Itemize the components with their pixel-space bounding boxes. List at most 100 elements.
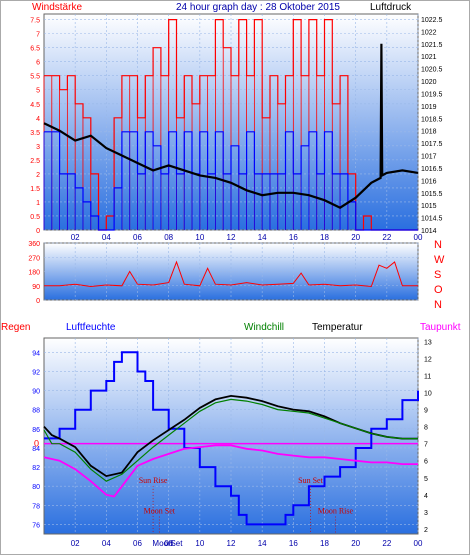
pressure-tick: 1017 — [421, 154, 437, 161]
humidity-tick: 92 — [32, 369, 40, 376]
humidity-tick: 88 — [32, 408, 40, 415]
astro-event-label: Moon Set — [144, 507, 176, 516]
wind-time-tick: 08 — [164, 233, 173, 242]
temperature-tick: 12 — [424, 356, 432, 363]
humidity-tick: 80 — [32, 484, 40, 491]
direction-degree-axis: 0 90 180 270 360 — [28, 241, 40, 305]
pressure-tick: 1018.5 — [421, 116, 443, 123]
wind-time-tick: 14 — [258, 233, 267, 242]
compass-tick: O — [434, 284, 443, 296]
humidity-tick: 78 — [32, 503, 40, 510]
temperature-tick: 11 — [424, 373, 431, 380]
climate-time-tick: 06 — [133, 539, 142, 548]
humidity-tick: 94 — [32, 350, 40, 357]
temperature-label: Temperatur — [312, 322, 363, 333]
compass-tick: N — [434, 299, 442, 311]
wind-speed-tick: 3.5 — [30, 130, 40, 137]
climate-time-tick: 04 — [102, 539, 111, 548]
dewpoint-label: Taupunkt — [420, 322, 461, 333]
temperature-tick: 2 — [424, 527, 428, 534]
climate-time-tick: 12 — [227, 539, 236, 548]
astro-annotations: Sun Rise Moon Set Sun Set Moon Rise — [139, 476, 354, 534]
wind-time-tick: 02 — [71, 233, 80, 242]
wind-speed-tick: 2 — [36, 172, 40, 179]
wind-speed-tick: 7.5 — [30, 18, 40, 25]
astro-event-label: Moon Rise — [318, 507, 354, 516]
pressure-tick: 1016.5 — [421, 166, 443, 173]
wind-time-tick: 20 — [351, 233, 360, 242]
temperature-tick: 13 — [424, 339, 432, 346]
wind-speed-tick: 3 — [36, 144, 40, 151]
wind-speed-tick: 4 — [36, 116, 40, 123]
climate-time-tick: 14 — [258, 539, 267, 548]
wind-speed-tick: 5.5 — [30, 74, 40, 81]
page-title: 24 hour graph day : 28 Oktober 2015 — [176, 2, 340, 13]
temperature-tick: 8 — [424, 425, 428, 432]
climate-time-tick: 02 — [71, 539, 80, 548]
climate-time-tick: 16 — [289, 539, 298, 548]
compass-tick: W — [434, 254, 445, 266]
pressure-tick: 1021 — [421, 54, 437, 61]
direction-degree-tick: 270 — [28, 255, 40, 262]
direction-degree-tick: 0 — [36, 298, 40, 305]
pressure-tick: 1020 — [421, 79, 437, 86]
humidity-label: Luftfeuchte — [66, 322, 116, 333]
dewpoint-line — [43, 444, 418, 498]
wind-mean-line — [44, 131, 418, 231]
wind-speed-tick: 2.5 — [30, 158, 40, 165]
climate-time-tick: 18 — [320, 539, 329, 548]
compass-tick: S — [434, 269, 441, 281]
temperature-tick: 10 — [424, 391, 432, 398]
wind-speed-tick: 6.5 — [30, 46, 40, 53]
wind-speed-tick: 1.5 — [30, 186, 40, 193]
direction-line — [44, 260, 418, 288]
direction-degree-tick: 180 — [28, 270, 40, 277]
climate-time-tick: 08 — [164, 539, 173, 548]
rain-zero-label: 0 — [34, 439, 39, 449]
temperature-tick: 9 — [424, 408, 428, 415]
humidity-axis: 76 78 80 82 84 86 88 90 92 94 — [32, 350, 40, 529]
pressure-tick: 1017.5 — [421, 141, 443, 148]
wind-mean-series — [43, 131, 418, 231]
wind-time-tick: 10 — [195, 233, 204, 242]
pressure-axis-label: Luftdruck — [370, 2, 412, 13]
wind-speed-tick: 1 — [36, 200, 40, 207]
pressure-axis: 1014 1014.5 1015 1015.5 1016 1016.5 1017 1017.5… — [421, 17, 443, 235]
rain-label: Regen — [1, 322, 30, 333]
pressure-tick: 1014 — [421, 228, 437, 235]
wind-time-tick: 22 — [382, 233, 391, 242]
pressure-tick: 1014.5 — [421, 216, 443, 223]
direction-degree-tick: 360 — [28, 241, 40, 248]
pressure-tick: 1021.5 — [421, 42, 443, 49]
pressure-tick: 1015.5 — [421, 191, 443, 198]
wind-speed-tick: 6 — [36, 60, 40, 67]
climate-series — [43, 351, 419, 526]
temperature-tick: 3 — [424, 510, 428, 517]
pressure-tick: 1019 — [421, 104, 437, 111]
astro-event-label: Sun Rise — [139, 476, 168, 485]
temperature-tick: 4 — [424, 493, 428, 500]
climate-time-tick: 00 — [414, 539, 423, 548]
humidity-tick: 86 — [32, 427, 40, 434]
pressure-tick: 1020.5 — [421, 67, 443, 74]
compass-tick: N — [434, 239, 442, 251]
pressure-tick: 1022 — [421, 29, 437, 36]
moon-set-bottom-label: Moon — [152, 539, 172, 548]
pressure-tick: 1018 — [421, 129, 437, 136]
temperature-axis: 2 3 4 5 6 7 8 9 10 11 12 13 — [424, 339, 432, 533]
wind-speed-tick: 0 — [36, 228, 40, 235]
wind-axis-label: Windstärke — [32, 2, 82, 13]
wind-speed-tick: 0.5 — [30, 214, 40, 221]
wind-time-tick: 00 — [414, 233, 423, 242]
wind-time-tick: 06 — [133, 233, 142, 242]
windchill-line — [43, 398, 418, 482]
humidity-tick: 76 — [32, 522, 40, 529]
temperature-tick: 6 — [424, 459, 428, 466]
wind-speed-tick: 7 — [36, 32, 40, 39]
wind-time-tick: 16 — [289, 233, 298, 242]
direction-degree-tick: 90 — [32, 284, 40, 291]
